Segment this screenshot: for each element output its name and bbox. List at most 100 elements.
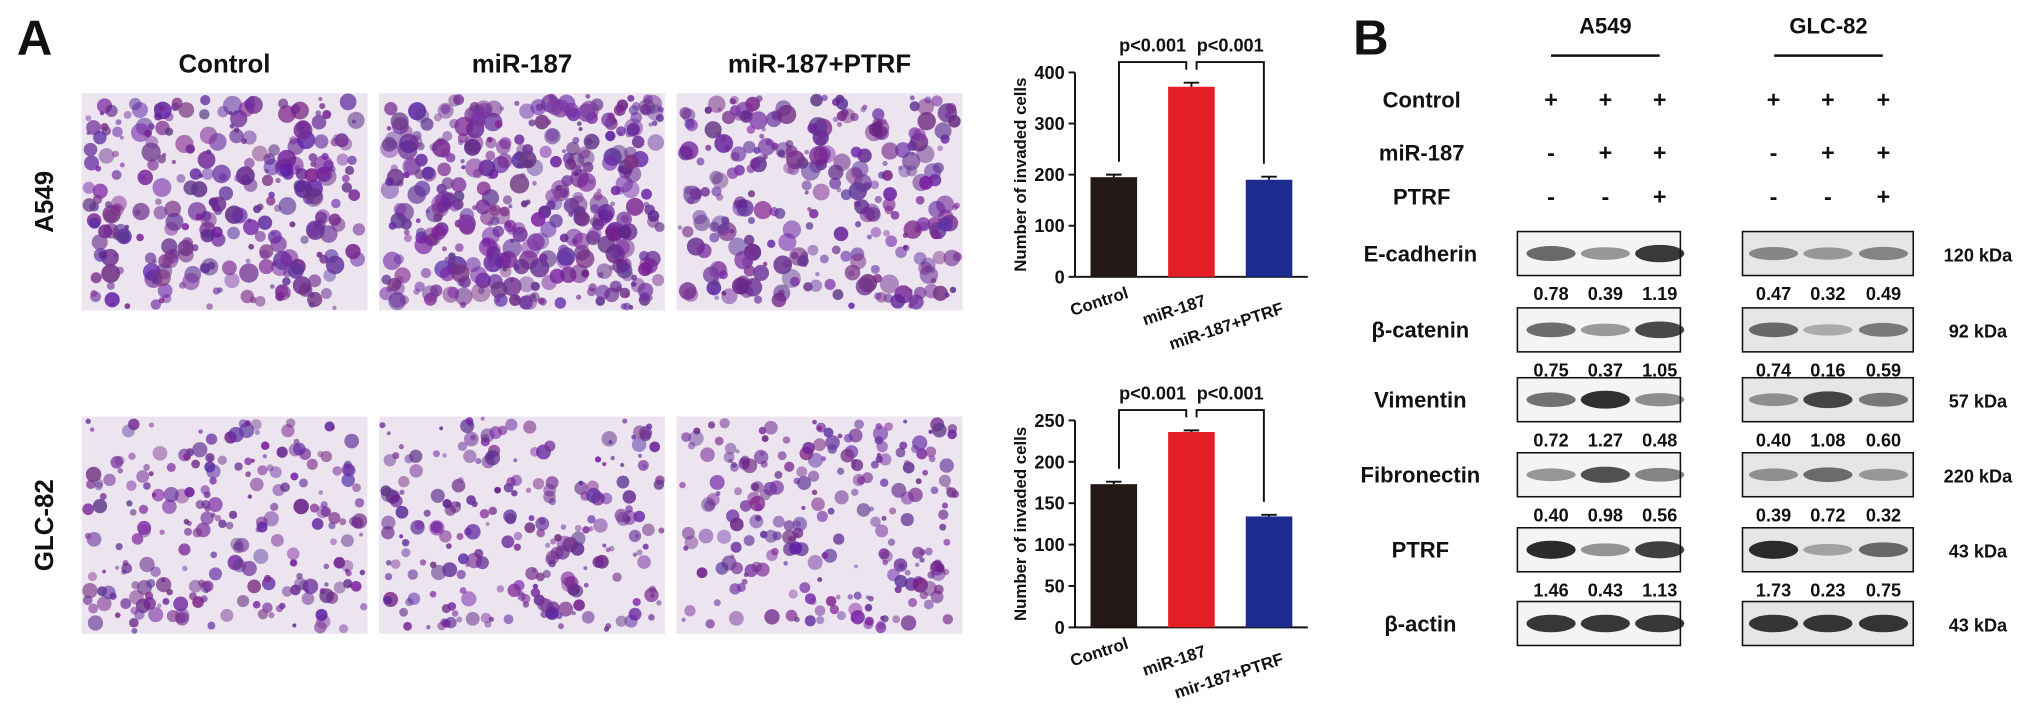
cell (687, 441, 696, 450)
cell (899, 441, 908, 450)
cell (286, 547, 300, 561)
cell (821, 94, 828, 102)
cell (237, 595, 250, 608)
cell (729, 517, 744, 532)
cell (379, 422, 386, 429)
cell (615, 615, 627, 627)
molecular-weight: 43 kDa (1949, 542, 2008, 562)
band-ratio: 0.48 (1642, 430, 1677, 450)
cell (581, 611, 595, 624)
cell (183, 180, 199, 196)
cell (878, 171, 886, 179)
cell (234, 174, 243, 183)
cell (679, 107, 692, 120)
cell (859, 206, 876, 223)
cell (239, 263, 259, 283)
cell (290, 104, 301, 114)
cell (184, 527, 193, 536)
cell (854, 419, 864, 430)
cell (398, 476, 410, 488)
cell (545, 542, 551, 548)
cell (771, 547, 779, 556)
cell (870, 516, 881, 528)
cell (604, 287, 620, 303)
cell (811, 497, 825, 512)
band-ratio: 1.05 (1642, 360, 1677, 380)
cell (532, 583, 539, 589)
cell (736, 583, 746, 593)
cell (892, 615, 901, 624)
cell (803, 282, 813, 292)
cell (631, 437, 647, 452)
cell (311, 114, 327, 130)
cell (590, 204, 600, 214)
cell (457, 441, 468, 452)
protein-band (1635, 467, 1685, 482)
cell (639, 291, 650, 302)
cell (887, 538, 896, 546)
cell (597, 271, 604, 278)
cell (732, 277, 750, 295)
cell (157, 154, 166, 164)
cell (88, 603, 99, 614)
cell (628, 105, 639, 116)
cell (628, 304, 634, 310)
cell (110, 203, 124, 217)
cell (730, 562, 743, 575)
cell (544, 127, 561, 145)
cell (205, 149, 212, 155)
cell (171, 97, 183, 109)
protein-band (1858, 392, 1909, 407)
cell (543, 483, 557, 497)
cell (807, 470, 820, 482)
molecular-weight: 92 kDa (1949, 322, 2008, 342)
cell (330, 538, 337, 546)
cell (898, 164, 911, 178)
cell (200, 258, 219, 276)
cell (231, 207, 248, 224)
cell (390, 559, 401, 569)
cell (932, 423, 947, 438)
cell (895, 246, 907, 259)
cell (341, 182, 353, 193)
cell (825, 435, 840, 450)
cell (917, 112, 936, 131)
cell (313, 155, 334, 175)
cell (280, 482, 290, 493)
cell (197, 150, 216, 169)
cell (928, 429, 933, 435)
cell (749, 514, 764, 529)
cell (535, 572, 545, 582)
cell (178, 102, 195, 118)
cell (381, 136, 397, 152)
cell (336, 153, 349, 166)
cell (112, 232, 121, 241)
cell (290, 584, 301, 596)
protein-band (1858, 246, 1909, 261)
cell (294, 165, 301, 171)
cell (785, 145, 798, 158)
cell (811, 489, 818, 496)
cell (774, 470, 783, 479)
condition-label: miR-187 (1379, 140, 1465, 165)
cell (144, 252, 157, 264)
cell (881, 142, 899, 160)
cell (814, 605, 826, 617)
cell (894, 586, 902, 594)
cell (449, 192, 454, 197)
cell (924, 96, 932, 104)
cell (627, 94, 635, 102)
cell (605, 130, 616, 142)
cell (593, 518, 608, 533)
cell (442, 453, 447, 458)
cell (271, 534, 284, 547)
cell (182, 565, 188, 572)
cell (688, 430, 704, 447)
cell (593, 191, 603, 201)
cell (159, 529, 165, 535)
cell (250, 458, 255, 463)
cell (101, 264, 121, 283)
cell (461, 165, 466, 170)
cell (259, 244, 274, 259)
